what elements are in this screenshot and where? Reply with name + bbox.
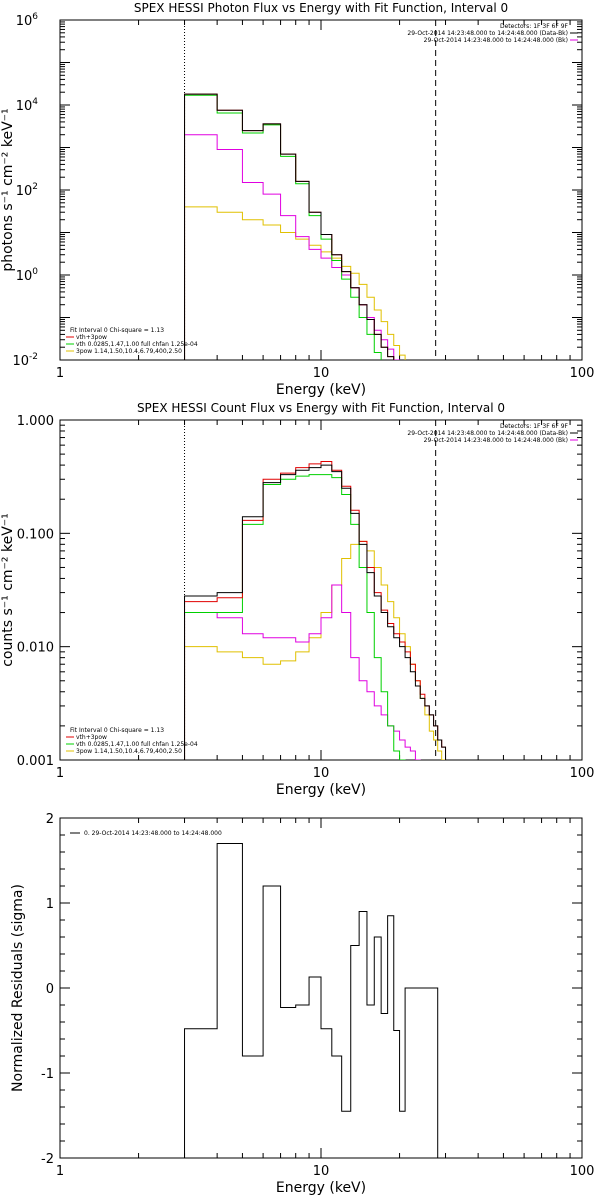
legend-text: 29-Oct-2014 14:23:48.000 to 14:24:48.000…	[424, 437, 568, 444]
y-tick-label: 102	[16, 182, 38, 199]
y-axis-label: counts s⁻¹ cm⁻² keV⁻¹	[0, 513, 16, 667]
x-tick-label: 10	[313, 366, 330, 381]
y-tick-label: 0	[46, 982, 54, 997]
y-tick-base: 10	[16, 14, 33, 29]
y-tick-base: 10	[12, 354, 29, 369]
series-total-line	[184, 93, 395, 360]
legend-text: 3pow 1.14,1.50,10.4,6.79,400,2.50	[76, 348, 182, 355]
legend-text: 3pow 1.14,1.50,10.4,6.79,400,2.50	[76, 748, 182, 755]
series-vth_3pow-line	[184, 93, 395, 360]
legend-text: Fit Interval 0 Chi-square = 1.13	[70, 327, 164, 334]
series-total-line	[184, 464, 447, 760]
x-axis-label: Energy (keV)	[276, 1180, 366, 1196]
y-tick-base: 1	[46, 897, 54, 912]
chart-title: SPEX HESSI Count Flux vs Energy with Fit…	[137, 401, 505, 415]
series-3pow-line	[184, 540, 447, 760]
legend-text: 29-Oct-2014 14:23:48.000 to 14:24:48.000…	[407, 30, 568, 37]
y-tick-base: -1	[41, 1067, 54, 1082]
y-tick-label: -1	[41, 1067, 54, 1082]
y-tick-base: 0.010	[17, 641, 54, 656]
y-tick-exponent: -2	[29, 352, 38, 362]
y-tick-base: 2	[46, 812, 54, 827]
count-flux-chart: SPEX HESSI Count Flux vs Energy with Fit…	[0, 401, 594, 798]
y-tick-exponent: 0	[32, 267, 38, 277]
y-tick-base: 0.001	[17, 754, 54, 769]
legend-text: 29-Oct-2014 14:23:48.000 to 14:24:48.000…	[424, 37, 568, 44]
y-tick-base: -2	[41, 1152, 54, 1167]
plot-frame	[59, 19, 583, 361]
y-tick-base: 10	[16, 99, 33, 114]
y-tick-label: 100	[16, 267, 39, 284]
x-axis-label: Energy (keV)	[276, 382, 366, 398]
legend-text: vth+3pow	[76, 734, 107, 741]
legend-text: vth+3pow	[76, 334, 107, 341]
x-tick-label: 10	[313, 766, 330, 781]
legend-text: vth 0.0285,1.47,1.00 full chfan 1.25e-04	[76, 341, 198, 348]
y-tick-exponent: 4	[32, 97, 38, 107]
x-tick-label: 1	[56, 366, 64, 381]
y-tick-label: 0.100	[17, 527, 54, 542]
x-tick-label: 100	[570, 1164, 595, 1179]
y-axis-label: photons s⁻¹ cm⁻² keV⁻¹	[0, 108, 16, 271]
series-vth-line	[184, 94, 382, 360]
y-tick-label: 10-2	[12, 352, 38, 369]
legend-text: Detectors: 1F 3F 6F 9F	[500, 23, 569, 30]
photon-flux-chart: SPEX HESSI Photon Flux vs Energy with Fi…	[0, 1, 594, 398]
y-tick-exponent: 2	[32, 182, 38, 192]
series-total-line	[184, 843, 439, 1158]
y-tick-base: 0	[46, 982, 54, 997]
y-tick-label: 1.000	[17, 414, 54, 429]
y-tick-label: 2	[46, 812, 54, 827]
series-vth_3pow-line	[184, 461, 447, 760]
y-axis-label: Normalized Residuals (sigma)	[10, 884, 26, 1092]
x-tick-label: 10	[313, 1164, 330, 1179]
residuals-chart: 1 10 100 -2 -1 0 1 2 Energy (keV) Normalized Resi…	[10, 812, 594, 1196]
chart-title: SPEX HESSI Photon Flux vs Energy with Fi…	[134, 1, 508, 15]
y-tick-base: 1.000	[17, 414, 54, 429]
legend-text: vth 0.0285,1.47,1.00 full chfan 1.25e-04	[76, 741, 198, 748]
y-tick-label: 106	[16, 12, 39, 29]
y-tick-base: 10	[16, 184, 33, 199]
series-group	[184, 461, 447, 760]
y-tick-label: -2	[41, 1152, 54, 1167]
x-tick-label: 1	[56, 1164, 64, 1179]
series-3pow-line	[184, 206, 406, 360]
legend-text: 29-Oct-2014 14:23:48.000 to 14:24:48.000…	[407, 430, 568, 437]
y-tick-exponent: 6	[32, 12, 38, 22]
series-vth-line	[184, 474, 406, 760]
series-bk-line	[184, 584, 421, 760]
series-group	[184, 843, 439, 1158]
series-bk-line	[184, 134, 401, 360]
legend-text: Detectors: 1F 3F 6F 9F	[500, 423, 569, 430]
y-tick-label: 0.010	[17, 641, 54, 656]
x-tick-label: 1	[56, 766, 64, 781]
y-tick-label: 104	[16, 97, 39, 114]
x-tick-label: 100	[570, 366, 595, 381]
x-axis-label: Energy (keV)	[276, 782, 366, 798]
y-tick-base: 10	[16, 269, 33, 284]
y-tick-label: 0.001	[17, 754, 54, 769]
x-tick-label: 100	[570, 766, 595, 781]
y-tick-base: 0.100	[17, 527, 54, 542]
legend-text: Fit Interval 0 Chi-square = 1.13	[70, 727, 164, 734]
legend-text: 0. 29-Oct-2014 14:23:48.000 to 14:24:48.…	[84, 830, 222, 837]
series-group	[184, 93, 406, 360]
plot-frame	[59, 419, 583, 761]
y-tick-label: 1	[46, 897, 54, 912]
